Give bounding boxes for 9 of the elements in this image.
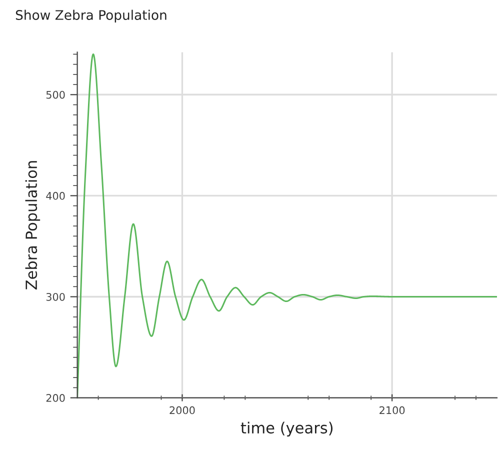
y-tick-label: 500 bbox=[46, 90, 65, 99]
y-tick-label: 200 bbox=[46, 394, 65, 402]
y-axis-title: Zebra Population bbox=[25, 161, 40, 290]
x-tick-label: 2000 bbox=[170, 406, 195, 414]
x-axis-title: time (years) bbox=[240, 422, 332, 437]
chart-title: Show Zebra Population bbox=[16, 10, 166, 23]
y-tick-label: 300 bbox=[46, 292, 65, 301]
x-tick-label: 2100 bbox=[380, 406, 405, 414]
y-tick-label: 400 bbox=[46, 192, 65, 200]
